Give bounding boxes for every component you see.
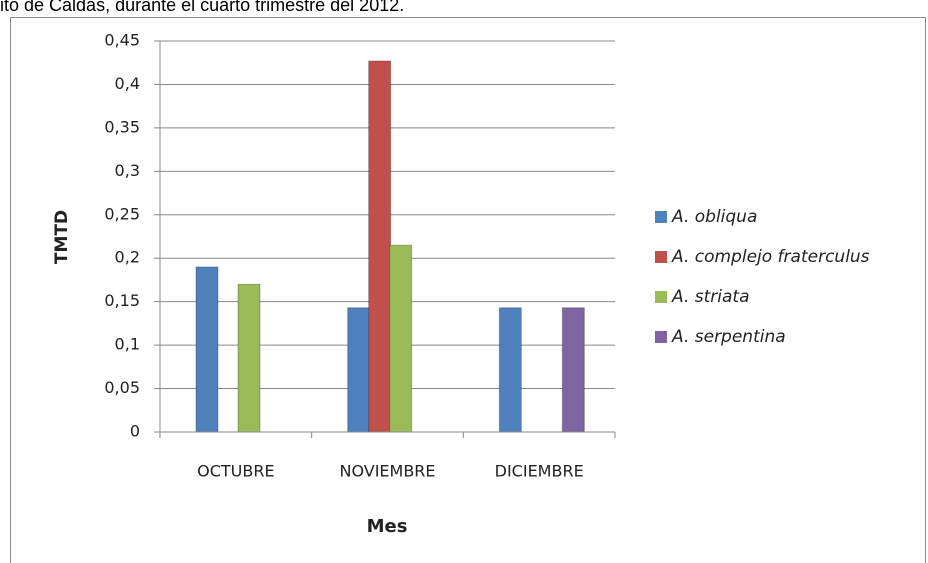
y-tick-label: 0,25	[104, 204, 140, 223]
y-tick-label: 0,3	[115, 161, 140, 180]
y-axis-label: TMTD	[52, 210, 72, 264]
x-axis-label: Mes	[367, 516, 408, 537]
legend-swatch	[655, 251, 667, 263]
x-tick-label: NOVIEMBRE	[339, 462, 435, 481]
bar	[498, 307, 522, 433]
x-tick-label: DICIEMBRE	[495, 462, 584, 481]
bar	[347, 307, 371, 433]
legend-label: A. obliqua	[671, 207, 757, 227]
bar	[195, 266, 219, 433]
caption: ito de Caldas, durante el cuarto trimest…	[0, 0, 404, 15]
y-tick-label: 0,1	[115, 335, 140, 354]
y-tick-label: 0,15	[104, 291, 140, 310]
x-tick-label: OCTUBRE	[197, 462, 274, 481]
legend-swatch	[655, 211, 667, 223]
y-tick-label: 0,2	[115, 248, 140, 267]
legend-label: A. striata	[671, 287, 750, 307]
bar	[561, 307, 585, 433]
bar	[237, 283, 261, 433]
legend-label: A. serpentina	[671, 327, 786, 347]
frame	[10, 17, 926, 563]
y-tick-label: 0,35	[104, 117, 140, 136]
legend-swatch	[655, 291, 667, 303]
bar	[389, 244, 413, 433]
y-tick-label: 0	[130, 422, 140, 441]
legend-swatch	[655, 331, 667, 343]
bar	[368, 60, 392, 433]
y-tick-label: 0,05	[104, 378, 140, 397]
y-tick-label: 0,4	[115, 74, 140, 93]
y-tick-label: 0,45	[104, 31, 140, 50]
legend-label: A. complejo fraterculus	[671, 247, 870, 267]
